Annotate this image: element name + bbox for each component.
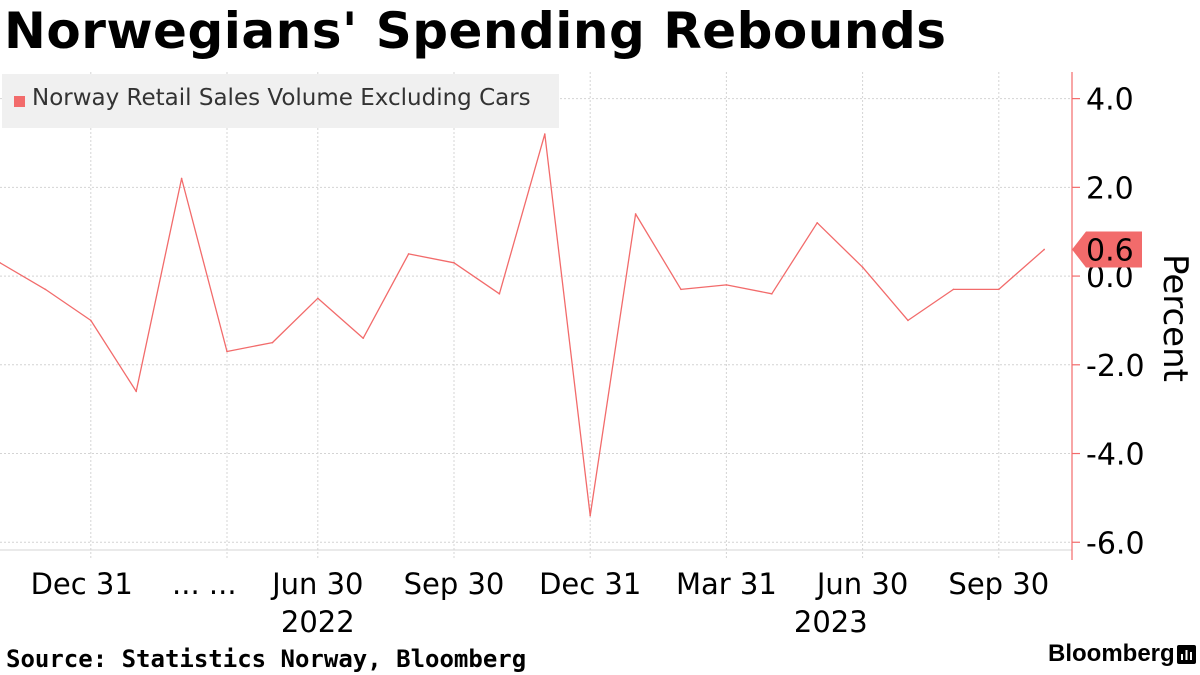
y-axis: 4.02.00.0-2.0-4.0-6.00.6: [1071, 72, 1145, 561]
year-label: 2023: [794, 605, 868, 639]
data-point: [1043, 248, 1045, 251]
data-point: [44, 288, 47, 291]
y-tick-label: -6.0: [1086, 526, 1145, 561]
last-value-label: 0.6: [1086, 233, 1134, 268]
x-tick-label: ... ...: [172, 567, 237, 601]
gridlines: [0, 72, 1072, 560]
data-point: [861, 266, 864, 269]
data-point: [544, 133, 546, 135]
data-point: [271, 341, 274, 344]
data-point: [998, 288, 1000, 291]
y-tick-label: 2.0: [1086, 171, 1134, 206]
data-point: [226, 350, 228, 353]
x-axis-labels: Dec 31 ... ... Jun 30 Sep 30 Dec 31 Mar 31 Jun…: [31, 567, 1050, 639]
legend: Norway Retail Sales Volume Excluding Car…: [2, 74, 559, 128]
bloomberg-terminal-icon: [1177, 645, 1196, 664]
data-point: [816, 222, 818, 224]
data-point: [180, 177, 183, 180]
data-point: [725, 284, 728, 286]
data-point: [952, 288, 955, 291]
data-point: [771, 293, 773, 295]
data-point: [498, 293, 501, 295]
x-tick-label: Sep 30: [948, 567, 1049, 601]
data-point: [317, 297, 319, 300]
data-point: [589, 514, 591, 517]
y-tick-label: -4.0: [1086, 438, 1145, 473]
x-tick-label: Mar 31: [676, 567, 777, 601]
legend-swatch: [14, 96, 25, 107]
chart-title: Norwegians' Spending Rebounds: [4, 2, 947, 60]
source-note: Source: Statistics Norway, Bloomberg: [6, 645, 527, 673]
data-point: [362, 337, 365, 339]
last-value-flag: [1072, 231, 1142, 268]
series-line: [0, 133, 1045, 517]
y-tick-label: 4.0: [1086, 83, 1134, 118]
y-tick-label: -2.0: [1086, 349, 1145, 384]
data-point: [135, 390, 137, 393]
data-point: [907, 319, 909, 322]
legend-label: Norway Retail Sales Volume Excluding Car…: [32, 85, 531, 111]
data-point: [453, 261, 455, 264]
data-point: [634, 213, 637, 215]
series-layer: [0, 133, 1045, 517]
bloomberg-logo: Bloomberg: [1048, 640, 1175, 667]
x-tick-label: Jun 30: [270, 567, 363, 601]
x-tick-label: Dec 31: [31, 567, 133, 601]
data-point: [90, 319, 92, 322]
data-point: [0, 261, 1, 264]
x-tick-label: Jun 30: [815, 567, 908, 601]
year-label: 2022: [281, 605, 355, 639]
x-tick-label: Dec 31: [539, 567, 641, 601]
y-axis-title: Percent: [1155, 254, 1195, 382]
x-tick-label: Sep 30: [404, 567, 505, 601]
data-point: [680, 288, 682, 291]
data-point: [407, 253, 410, 255]
